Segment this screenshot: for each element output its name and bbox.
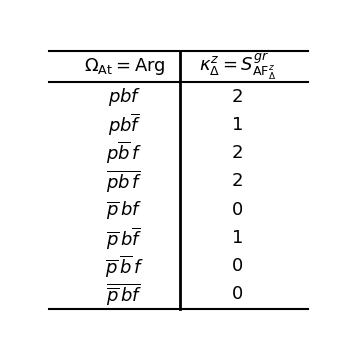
- Text: $\kappa^z_\Delta = S^{gr}_{\mathrm{AF}^z_\Delta}$: $\kappa^z_\Delta = S^{gr}_{\mathrm{AF}^z…: [199, 52, 276, 82]
- Text: $\overline{\overline{\mathit{p}}\,\mathit{b}\mathit{f}}$: $\overline{\overline{\mathit{p}}\,\mathi…: [106, 282, 143, 307]
- Text: $\mathit{pbf}$: $\mathit{pbf}$: [108, 85, 141, 108]
- Text: 0: 0: [232, 257, 243, 275]
- Text: 2: 2: [232, 172, 244, 190]
- Text: 0: 0: [232, 286, 243, 303]
- Text: $\overline{\mathit{p}}\,\mathit{bf}$: $\overline{\mathit{p}}\,\mathit{bf}$: [106, 199, 143, 221]
- Text: 2: 2: [232, 88, 244, 106]
- Text: 1: 1: [232, 116, 243, 134]
- Text: $\mathit{pb}\overline{\mathit{f}}$: $\mathit{pb}\overline{\mathit{f}}$: [108, 112, 141, 138]
- Text: 2: 2: [232, 144, 244, 162]
- Text: 1: 1: [232, 229, 243, 247]
- Text: $\overline{\mathit{p}}\,\mathit{b}\overline{\mathit{f}}$: $\overline{\mathit{p}}\,\mathit{b}\overl…: [106, 225, 143, 251]
- Text: $\mathit{p}\overline{\mathit{b}}\,\mathit{f}$: $\mathit{p}\overline{\mathit{b}}\,\mathi…: [106, 140, 143, 166]
- Text: $\overline{\mathit{p}}\,\overline{\mathit{b}}\,\mathit{f}$: $\overline{\mathit{p}}\,\overline{\mathi…: [105, 253, 144, 279]
- Text: 0: 0: [232, 201, 243, 219]
- Text: $\overline{\mathit{pb}\,\mathit{f}}$: $\overline{\mathit{pb}\,\mathit{f}}$: [106, 168, 143, 194]
- Text: $\Omega_{\mathrm{At}} = \mathrm{Arg}$: $\Omega_{\mathrm{At}} = \mathrm{Arg}$: [84, 56, 165, 77]
